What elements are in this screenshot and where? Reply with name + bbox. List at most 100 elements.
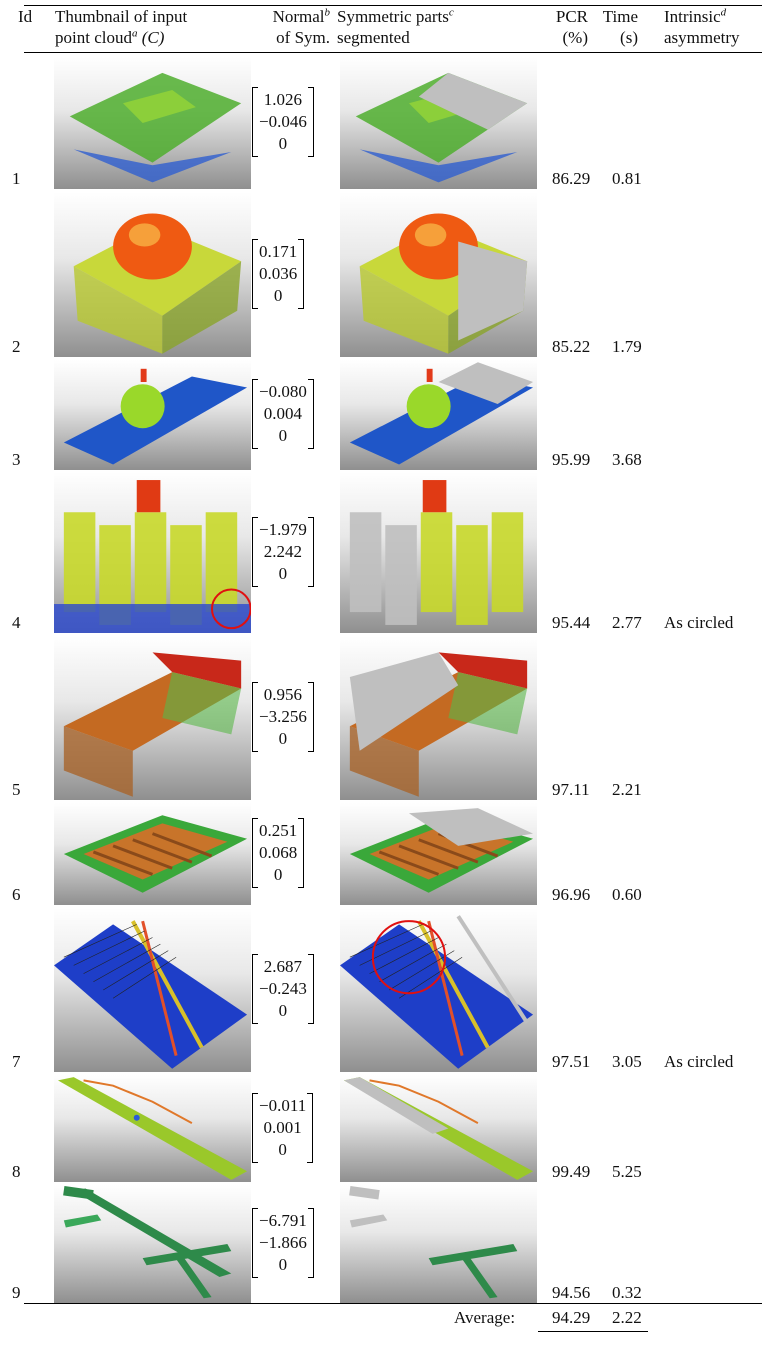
input-point-cloud-thumbnail <box>54 192 251 357</box>
symmetric-parts-thumbnail <box>340 472 537 633</box>
symmetric-parts-thumbnail <box>340 360 537 470</box>
table-row: 3 −0.080 0.004 0 95.99 3.68 <box>12 360 762 470</box>
normal-vector: −0.080 0.004 0 <box>252 379 314 449</box>
normal-z: 0 <box>278 134 288 153</box>
input-point-cloud-thumbnail <box>54 803 251 905</box>
normal-vector: −1.979 2.242 0 <box>252 517 314 587</box>
normal-y: −3.256 <box>259 707 307 726</box>
table-row: 9 −6.791 −1.866 0 94.56 0.32 <box>12 1185 762 1303</box>
normal-y: −0.243 <box>259 979 307 998</box>
header-normal-text: Normal <box>272 7 325 26</box>
normal-y: −1.866 <box>259 1233 307 1252</box>
input-point-cloud-thumbnail <box>54 360 251 470</box>
header-thumbnail-line1: Thumbnail of input <box>55 7 188 26</box>
table-row: 1 1.026 −0.046 0 86.29 0.81 <box>12 57 762 189</box>
header-pcr-line1: PCR <box>555 7 588 26</box>
symmetric-parts-thumbnail <box>340 192 537 357</box>
normal-z: 0 <box>278 426 288 445</box>
bracket-right <box>307 379 314 449</box>
average-row: Average: 94.29 2.22 <box>0 1308 766 1330</box>
bracket-left <box>252 818 258 888</box>
header-normal: Normalb of Sym. <box>250 6 330 48</box>
input-point-cloud-thumbnail <box>54 636 251 800</box>
average-pcr: 94.29 <box>552 1308 591 1327</box>
normal-y: 0.068 <box>259 843 298 862</box>
row-id: 8 <box>12 1162 21 1181</box>
pcr-value: 86.29 <box>552 169 591 188</box>
normal-z: 0 <box>278 729 288 748</box>
row-id: 7 <box>12 1052 21 1071</box>
normal-y: 0.036 <box>259 264 298 283</box>
header-time-line1: Time <box>602 7 638 26</box>
bracket-left <box>252 954 258 1024</box>
normal-vector: −0.011 0.001 0 <box>252 1093 314 1163</box>
normal-x: −6.791 <box>259 1211 307 1230</box>
symmetric-parts-thumbnail <box>340 803 537 905</box>
normal-x: −0.011 <box>259 1096 307 1115</box>
symmetric-parts-thumbnail <box>340 636 537 800</box>
normal-y: −0.046 <box>259 112 307 131</box>
normal-x: 0.171 <box>259 242 298 261</box>
header-intrinsic-line1: Intrinsicd <box>664 6 740 27</box>
symmetric-parts-thumbnail <box>340 1185 537 1303</box>
bracket-right <box>307 87 314 157</box>
time-value: 0.81 <box>612 169 642 188</box>
row-id: 2 <box>12 337 21 356</box>
header-thumbnail-text: point cloud <box>55 28 132 47</box>
pcr-value: 97.11 <box>552 780 590 799</box>
table-row: 8 −0.011 0.001 0 99.49 5.25 <box>12 1075 762 1182</box>
normal-x: 2.687 <box>263 957 303 976</box>
bottom-rule <box>24 1303 762 1304</box>
header-symmetric: Symmetric partsc segmented <box>337 6 454 48</box>
header-symmetric-text: Symmetric parts <box>337 7 449 26</box>
row-id: 6 <box>12 885 21 904</box>
normal-z: 0 <box>278 564 288 583</box>
header-intrinsic-text: Intrinsic <box>664 7 721 26</box>
pcr-value: 97.51 <box>552 1052 591 1071</box>
bracket-right <box>307 1208 314 1278</box>
header-time: Time (s) <box>598 6 638 48</box>
normal-z: 0 <box>273 286 283 305</box>
bracket-right <box>307 1093 314 1163</box>
header-thumbnail-symbol: (C) <box>141 28 165 47</box>
input-point-cloud-thumbnail <box>54 57 251 189</box>
header-symmetric-line1: Symmetric partsc <box>337 6 454 27</box>
time-value: 1.79 <box>612 337 642 356</box>
footnote-a: a <box>131 27 138 40</box>
pcr-value: 96.96 <box>552 885 591 904</box>
bracket-right <box>298 818 305 888</box>
normal-vector: 1.026 −0.046 0 <box>252 87 314 157</box>
bracket-left <box>252 379 258 449</box>
bracket-right <box>307 682 314 752</box>
normal-y: 0.004 <box>263 404 303 423</box>
time-value: 2.21 <box>612 780 642 799</box>
header-pcr: PCR (%) <box>540 6 588 48</box>
normal-x: −1.979 <box>259 520 307 539</box>
header-rule <box>24 52 762 53</box>
pcr-value: 95.44 <box>552 613 591 632</box>
intrinsic-asymmetry: As circled <box>664 613 734 632</box>
table-row: 2 0.171 0.036 0 85.22 1.79 <box>12 192 762 357</box>
row-id: 4 <box>12 613 21 632</box>
symmetric-parts-thumbnail <box>340 57 537 189</box>
normal-vector: −6.791 −1.866 0 <box>252 1208 314 1278</box>
pcr-value: 95.99 <box>552 450 591 469</box>
normal-vector: 2.687 −0.243 0 <box>252 954 314 1024</box>
normal-vector: 0.956 −3.256 0 <box>252 682 314 752</box>
header-intrinsic: Intrinsicd asymmetry <box>664 6 740 48</box>
normal-x: 1.026 <box>263 90 303 109</box>
header-id: Id <box>18 7 33 26</box>
input-point-cloud-thumbnail <box>54 1075 251 1182</box>
time-value: 3.05 <box>612 1052 642 1071</box>
header-normal-line2: of Sym. <box>276 28 330 47</box>
table-row: 5 0.956 −3.256 0 97.11 2.21 <box>12 636 762 800</box>
normal-z: 0 <box>278 1255 288 1274</box>
bracket-left <box>252 239 258 309</box>
normal-x: −0.080 <box>259 382 307 401</box>
normal-z: 0 <box>273 865 283 884</box>
header-time-line2: (s) <box>620 28 638 47</box>
row-id: 9 <box>12 1283 21 1302</box>
time-value: 3.68 <box>612 450 642 469</box>
bracket-right <box>307 954 314 1024</box>
pcr-value: 85.22 <box>552 337 591 356</box>
